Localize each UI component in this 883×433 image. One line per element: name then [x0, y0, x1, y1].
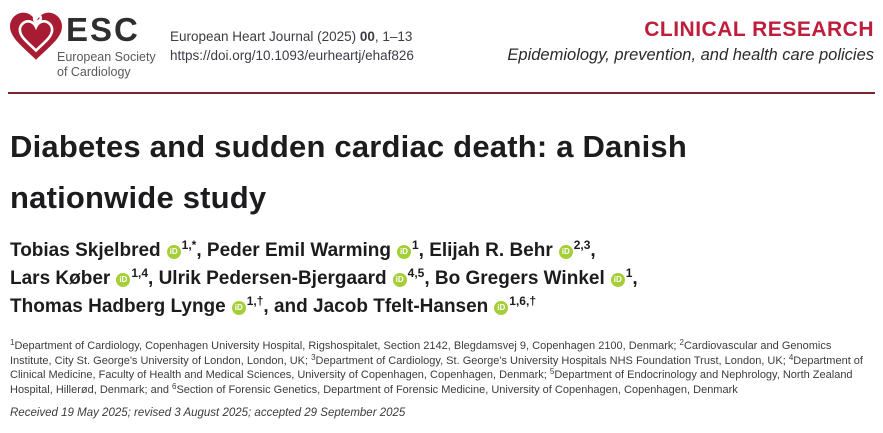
orcid-icon[interactable]: iD [116, 273, 131, 287]
author-name: Jacob Tfelt-Hansen [313, 296, 489, 317]
orcid-icon[interactable]: iD [610, 273, 625, 287]
orcid-icon[interactable]: iD [166, 245, 181, 259]
orcid-icon[interactable]: iD [558, 245, 573, 259]
journal-pages: , 1–13 [374, 29, 413, 44]
article-title-line1: Diabetes and sudden cardiac death: a Dan… [10, 129, 688, 164]
author-affiliation-superscript: 1 [411, 238, 419, 252]
orcid-icon[interactable]: iD [494, 301, 509, 315]
affiliation-superscript: 5 [549, 367, 555, 377]
affiliation-superscript: 3 [311, 352, 316, 362]
author-affiliation-superscript: 1,* [181, 238, 197, 252]
article-title-line2: nationwide study [10, 180, 267, 215]
orcid-icon[interactable]: iD [231, 301, 246, 315]
author-affiliation-superscript: 2,3 [573, 238, 591, 252]
author-name: Elijah R. Behr [429, 240, 553, 261]
author-name: Ulrik Pedersen-Bjergaard [158, 268, 387, 289]
author-name: Bo Gregers Winkel [434, 268, 605, 289]
esc-heart-icon [10, 12, 62, 62]
affiliation-superscript: 4 [788, 352, 794, 362]
author-lines: Tobias Skjelbred iD 1,*, Peder Emil Warmin… [10, 237, 873, 321]
author-affiliation-superscript: 4,5 [407, 266, 425, 280]
article-title: Diabetes and sudden cardiac death: a Dan… [10, 121, 873, 223]
author-line: Thomas Hadberg Lynge iD 1,†, and Jacob Tfe… [10, 294, 536, 317]
author-line: Lars Køber iD 1,4, Ulrik Pedersen-Bjergaar… [10, 266, 638, 289]
journal-citation-prefix: European Heart Journal (2025) [170, 29, 360, 44]
author-affiliation-superscript: 1,6,† [509, 294, 536, 308]
affiliations: 1Department of Cardiology, Copenhagen Un… [10, 338, 863, 396]
section-subtitle: Epidemiology, prevention, and health car… [507, 46, 874, 64]
header-divider [8, 92, 875, 94]
author-affiliation-superscript: 1 [625, 266, 633, 280]
affiliation-superscript: 2 [679, 338, 684, 347]
author-line: Tobias Skjelbred iD 1,*, Peder Emil Warmin… [10, 238, 596, 261]
esc-acronym: ESC [66, 11, 140, 48]
author-affiliation-superscript: 1,4 [131, 266, 148, 280]
author-name: Lars Køber [10, 268, 111, 289]
esc-society-line1: European Society [57, 50, 156, 64]
orcid-icon[interactable]: iD [392, 273, 407, 287]
author-name: Peder Emil Warming [206, 240, 391, 261]
author-name: Thomas Hadberg Lynge [10, 296, 226, 317]
esc-society-line2: of Cardiology [57, 64, 131, 79]
section-label: CLINICAL RESEARCH [644, 18, 874, 41]
received-dates: Received 19 May 2025; revised 3 August 2… [10, 407, 406, 419]
journal-citation: European Heart Journal (2025) 00, 1–13 [170, 27, 414, 46]
doi-link[interactable]: https://doi.org/10.1093/eurheartj/ehaf82… [170, 48, 414, 63]
journal-info: European Heart Journal (2025) 00, 1–13 h… [170, 27, 414, 65]
orcid-icon[interactable]: iD [396, 245, 411, 259]
author-name: Tobias Skjelbred [10, 240, 161, 261]
esc-society-name: European Society of Cardiology [57, 50, 156, 79]
section-head: CLINICAL RESEARCH Epidemiology, preventi… [507, 18, 874, 65]
affiliation-superscript: 6 [172, 381, 177, 391]
journal-volume: 00 [359, 29, 375, 44]
affiliation-superscript: 1 [10, 338, 15, 347]
author-affiliation-superscript: 1,† [246, 294, 264, 308]
